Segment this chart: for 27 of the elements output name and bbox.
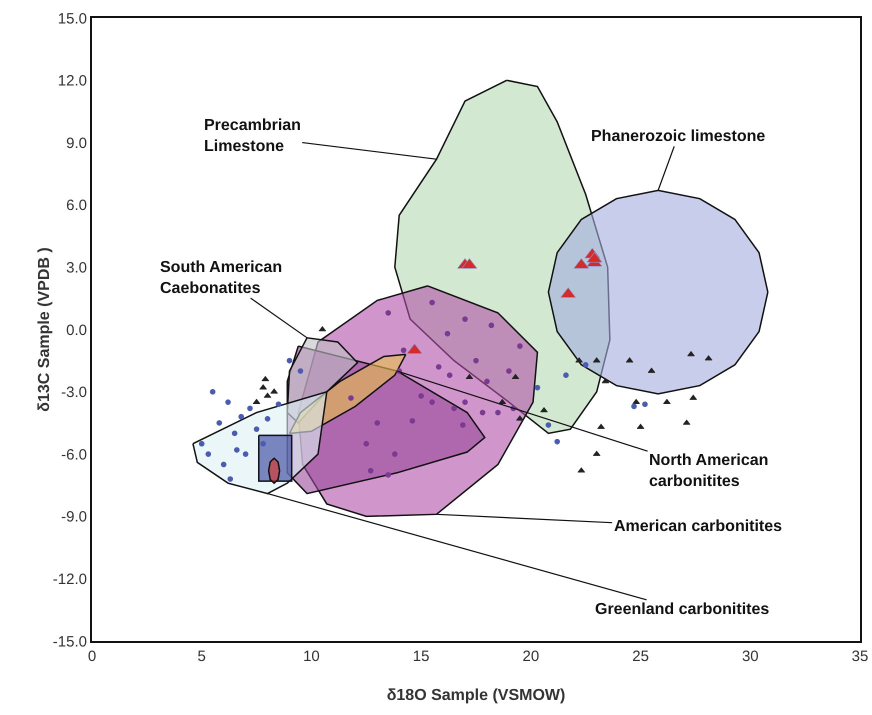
y-tick-label: 15.0 <box>58 10 87 28</box>
text: South American Caebonatites <box>160 259 282 297</box>
y-tick-label: -9.0 <box>61 508 87 526</box>
y-tick-label: 6.0 <box>66 197 87 214</box>
x-tick-label: 0 <box>88 648 96 665</box>
x-tick-label: 15 <box>412 648 430 665</box>
text: North American carbonitites <box>649 452 768 490</box>
text: Greenland carbonitites <box>595 601 770 618</box>
y-axis-title: δ13C Sample (VPDB ) <box>36 247 53 412</box>
y-tick-label: 12.0 <box>58 72 87 90</box>
y-tick-label: 0.0 <box>66 322 87 339</box>
x-tick-label: 10 <box>303 648 320 665</box>
y-tick-label: 3.0 <box>66 259 87 276</box>
y-tick-label: -6.0 <box>61 446 87 464</box>
text: Precambrian Limestone <box>204 117 301 155</box>
y-tick-label: 9.0 <box>66 134 87 152</box>
x-tick-label: 30 <box>742 648 759 665</box>
x-tick-label: 5 <box>198 648 206 665</box>
y-tick-label: -12.0 <box>52 570 87 588</box>
x-tick-label: 35 <box>852 648 868 665</box>
text: Phanerozoic limestone <box>591 128 766 145</box>
x-tick-label: 25 <box>632 648 649 665</box>
y-tick-label: -3.0 <box>61 384 87 402</box>
y-tick-label: -15.0 <box>52 633 87 650</box>
x-axis-title: δ18O Sample (VSMOW) <box>386 687 566 704</box>
x-tick-label: 20 <box>522 648 540 665</box>
text: American carbonitites <box>614 518 782 535</box>
